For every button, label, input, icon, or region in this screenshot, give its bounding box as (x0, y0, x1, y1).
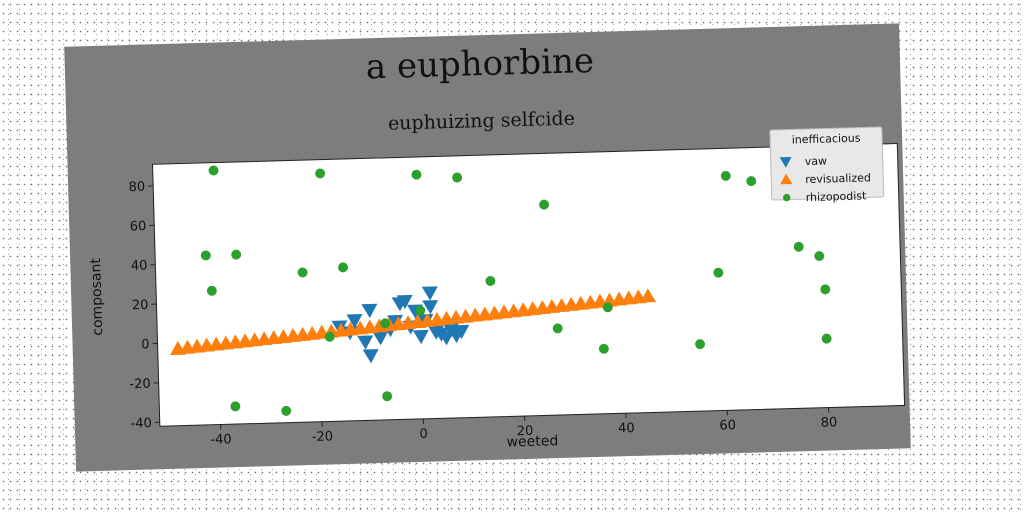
legend-label-revisualized: revisualized (805, 171, 871, 186)
data-point-rhizopodist (814, 251, 825, 262)
data-point-rhizopodist (281, 405, 292, 416)
y-tick-label: 60 (130, 219, 147, 234)
data-point-rhizopodist (452, 172, 463, 183)
chart-subtitle: euphuizing selfcide (388, 108, 575, 135)
data-point-vaw (372, 331, 389, 346)
x-tick-label: 0 (419, 427, 428, 442)
y-tick-label: 40 (131, 258, 148, 273)
x-tick-label: 20 (517, 424, 534, 439)
x-tick-label: -40 (210, 432, 232, 448)
data-point-rhizopodist (382, 391, 393, 402)
data-point-rhizopodist (746, 176, 757, 187)
chart-title: a euphorbine (365, 41, 594, 87)
legend-marker-rhizopodist (783, 193, 791, 202)
plot-area (152, 143, 906, 427)
data-point-rhizopodist (820, 284, 831, 295)
data-point-rhizopodist (231, 249, 242, 260)
data-point-rhizopodist (695, 339, 706, 350)
legend-title: inefficacious (792, 132, 861, 147)
data-point-rhizopodist (552, 323, 563, 334)
data-point-rhizopodist (598, 343, 609, 354)
y-axis-label: composant (88, 257, 106, 336)
y-axis: -40 -20 0 20 40 60 80 (128, 180, 160, 432)
data-point-rhizopodist (415, 305, 426, 316)
chart-figure: a euphorbine euphuizing selfcide -40 -20 0… (64, 23, 911, 472)
data-point-rhizopodist (315, 168, 326, 179)
data-point-rhizopodist (208, 165, 219, 176)
data-point-vaw (412, 329, 429, 345)
x-axis: -40 -20 0 20 40 60 80 (210, 407, 838, 448)
data-point-rhizopodist (793, 241, 804, 252)
data-point-revisualized (640, 288, 657, 303)
data-point-rhizopodist (539, 199, 550, 210)
data-point-rhizopodist (338, 262, 348, 273)
data-point-vaw (361, 303, 378, 318)
data-point-vaw (396, 294, 413, 310)
legend-box (769, 126, 885, 201)
data-point-rhizopodist (230, 401, 241, 412)
data-point-vaw (362, 349, 379, 364)
legend-label-rhizopodist: rhizopodist (806, 189, 868, 204)
data-point-rhizopodist (297, 267, 308, 278)
data-point-rhizopodist (411, 169, 422, 180)
y-tick-label: 0 (141, 337, 150, 352)
data-point-vaw (346, 314, 363, 329)
legend-marker-vaw (779, 156, 792, 168)
data-point-vaw (421, 286, 438, 301)
y-tick-label: -20 (129, 377, 151, 393)
legend-label-vaw: vaw (805, 154, 828, 168)
legend-marker-revisualized (780, 173, 793, 185)
data-point-vaw (357, 335, 374, 350)
x-tick-label: 80 (821, 415, 838, 430)
data-point-vaw (453, 324, 470, 340)
data-point-rhizopodist (821, 333, 832, 344)
legend: inefficacious vaw revisualized rhizopodist (769, 126, 885, 204)
data-point-rhizopodist (485, 276, 496, 286)
data-point-rhizopodist (602, 302, 613, 313)
x-tick-label: 60 (719, 418, 736, 433)
y-tick-label: -40 (130, 416, 152, 432)
data-point-rhizopodist (380, 318, 391, 329)
marks-layer (170, 165, 832, 416)
x-tick-label: -20 (312, 429, 334, 445)
x-axis-label: weeted (506, 433, 558, 450)
y-tick-label: 80 (128, 180, 145, 195)
legend-items: vaw revisualized rhizopodist (779, 154, 871, 204)
data-point-vaw (422, 300, 439, 315)
data-point-rhizopodist (324, 331, 335, 342)
data-point-rhizopodist (200, 250, 211, 261)
data-point-rhizopodist (713, 267, 724, 278)
y-tick-label: 20 (132, 298, 149, 313)
chart-svg: a euphorbine euphuizing selfcide -40 -20 0… (88, 41, 906, 451)
data-point-rhizopodist (720, 170, 731, 181)
data-point-rhizopodist (206, 285, 217, 296)
x-tick-label: 40 (618, 421, 635, 436)
